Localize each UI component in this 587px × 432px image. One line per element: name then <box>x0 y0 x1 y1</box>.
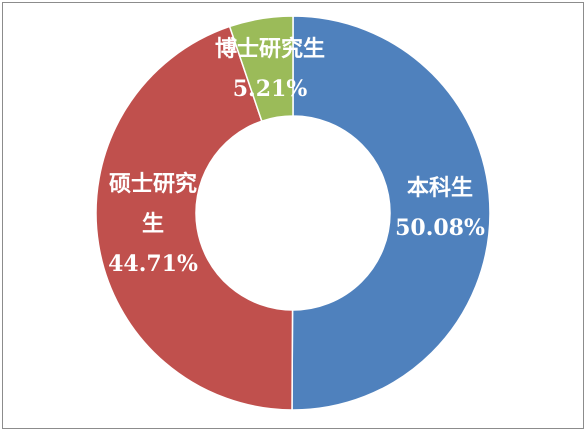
slice-value-label-0: 50.08% <box>395 215 485 241</box>
slice-category-label-1: 生 <box>142 211 164 237</box>
slice-label-0: 本科生 50.08% <box>395 175 485 241</box>
donut-slice-2 <box>228 15 294 123</box>
slice-value-label-1: 44.71% <box>108 251 198 277</box>
slice-value-label-2: 5.21% <box>233 76 308 102</box>
slice-category-label-2: 博士研究生 <box>215 36 325 62</box>
donut-slice-1 <box>95 25 294 411</box>
donut-slice-0 <box>291 15 491 411</box>
slice-category-label-0: 本科生 <box>407 175 473 201</box>
slice-category-label-1: 硕士研究 <box>109 171 197 197</box>
slice-label-2: 博士研究生 5.21% <box>215 36 325 102</box>
